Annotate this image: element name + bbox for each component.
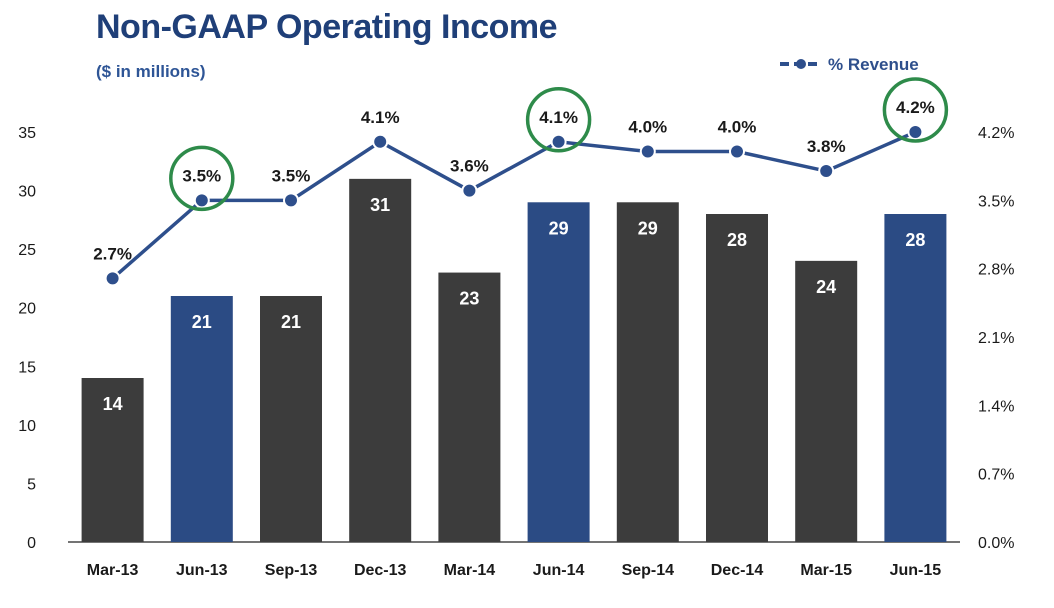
revenue-point-label: 4.1%: [539, 108, 578, 127]
bar: [706, 214, 768, 542]
bar-value-label: 14: [103, 394, 123, 414]
bar: [795, 260, 858, 542]
legend-label: % Revenue: [828, 55, 919, 74]
revenue-point: [729, 143, 745, 160]
revenue-point: [283, 192, 299, 209]
revenue-point-label: 4.2%: [896, 98, 935, 117]
revenue-point-label: 4.0%: [718, 118, 757, 137]
bar: [438, 272, 501, 542]
x-tick-label: Jun-15: [890, 562, 942, 579]
chart-title: Non-GAAP Operating Income: [96, 8, 558, 46]
bar: [884, 214, 947, 542]
x-tick-label: Dec-14: [711, 562, 764, 579]
y2-tick-label: 3.5%: [978, 193, 1014, 210]
x-tick-label: Jun-13: [176, 562, 228, 579]
bar-value-label: 29: [638, 218, 658, 238]
y2-tick-label: 0.0%: [978, 535, 1014, 552]
y-tick-label: 15: [18, 359, 36, 376]
bar: [527, 202, 590, 543]
revenue-series-line: [111, 130, 917, 280]
revenue-point-label: 3.5%: [182, 166, 221, 185]
bar: [616, 202, 679, 543]
bar-value-label: 24: [816, 277, 836, 297]
bar-value-label: 31: [370, 195, 390, 215]
x-tick-label: Sep-14: [622, 562, 675, 579]
bar-value-label: 29: [549, 218, 569, 238]
bar-value-label: 21: [192, 312, 212, 332]
revenue-point-label: 2.7%: [93, 244, 132, 263]
revenue-point: [372, 133, 389, 150]
y-tick-label: 10: [18, 418, 36, 435]
x-tick-label: Mar-14: [444, 562, 496, 579]
revenue-line: 2.7% 3.5% 3.5% 4.1% 3.6% 4.1% 4.0% 4.0% 3.8% 4.2%: [93, 77, 949, 287]
highlight-circle-icon: [525, 87, 592, 153]
revenue-point: [907, 124, 924, 140]
x-tick-label: Jun-14: [533, 562, 585, 579]
y2-tick-label: 4.2%: [978, 125, 1014, 142]
revenue-point-label: 3.5%: [272, 166, 311, 185]
revenue-point: [639, 143, 656, 160]
x-tick-label: Mar-13: [87, 562, 139, 579]
revenue-point: [104, 270, 121, 287]
revenue-point-label: 3.8%: [807, 137, 846, 156]
chart-subtitle: ($ in millions): [96, 62, 206, 81]
revenue-point: [461, 182, 478, 199]
y-tick-label: 5: [27, 476, 36, 493]
y-tick-label: 0: [27, 535, 36, 552]
bar: [260, 296, 322, 542]
revenue-point-label: 3.6%: [450, 157, 489, 176]
bars: 14 21 21 31 23 29 29 28 24 28: [81, 178, 947, 543]
bar: [81, 378, 144, 542]
bar-value-label: 23: [459, 289, 479, 309]
revenue-point: [550, 133, 567, 150]
y-tick-label: 20: [18, 301, 36, 318]
bar: [170, 296, 233, 542]
bar: [349, 178, 412, 542]
y-tick-label: 35: [18, 125, 36, 142]
x-tick-label: Dec-13: [354, 562, 407, 579]
axes: 0 5 10 15 20 25 30 35 0.0% 0.7% 1.4% 2.1% 2.8% 3.5% 4.…: [18, 125, 1014, 579]
x-tick-label: Sep-13: [265, 562, 318, 579]
revenue-point: [818, 163, 835, 180]
revenue-point: [193, 192, 210, 209]
bar-value-label: 28: [905, 230, 925, 250]
y-tick-label: 25: [18, 242, 36, 259]
legend: % Revenue: [780, 55, 919, 74]
revenue-point-label: 4.0%: [628, 118, 667, 137]
highlight-circle-icon: [882, 77, 949, 143]
bar-value-label: 21: [281, 312, 301, 332]
bar-value-label: 28: [727, 230, 747, 250]
y-tick-label: 30: [18, 184, 36, 201]
highlight-circle-icon: [169, 145, 235, 212]
y2-tick-label: 0.7%: [978, 467, 1014, 484]
x-tick-label: Mar-15: [800, 562, 852, 579]
y2-tick-label: 2.1%: [978, 330, 1014, 347]
revenue-point-label: 4.1%: [361, 108, 400, 127]
y2-tick-label: 2.8%: [978, 262, 1014, 279]
legend-marker-icon: [796, 59, 806, 69]
y2-tick-label: 1.4%: [978, 398, 1014, 415]
